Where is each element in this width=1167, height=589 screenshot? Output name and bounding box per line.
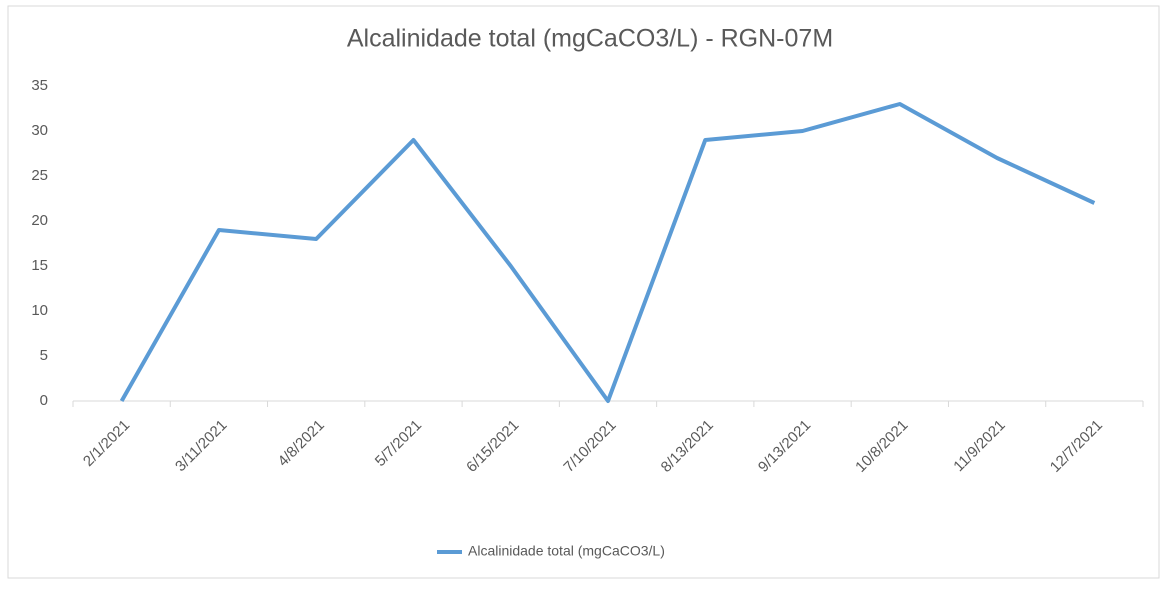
y-tick-label: 30 — [31, 122, 48, 139]
y-tick-label: 10 — [31, 302, 48, 319]
series-line — [119, 102, 1096, 403]
y-tick-label: 5 — [40, 347, 48, 364]
chart-border — [7, 5, 1160, 579]
y-tick-label: 15 — [31, 257, 48, 274]
y-tick-label: 0 — [40, 392, 48, 409]
legend-label: Alcalinidade total (mgCaCO3/L) — [468, 543, 665, 559]
y-tick-label: 35 — [31, 77, 48, 94]
chart-title: Alcalinidade total (mgCaCO3/L) - RGN-07M — [347, 25, 833, 53]
y-tick-label: 25 — [31, 167, 48, 184]
y-tick-label: 20 — [31, 212, 48, 229]
